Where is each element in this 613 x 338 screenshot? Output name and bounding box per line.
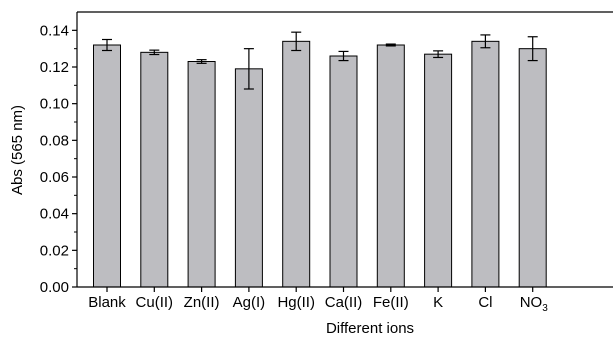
- category-label-0: Blank: [88, 294, 126, 311]
- bar-7: [424, 53, 453, 288]
- y-tick-label-0: 0.00: [40, 279, 69, 296]
- category-label-7: K: [433, 294, 443, 311]
- category-label-5: Ca(II): [325, 294, 363, 311]
- error-bars-group: [102, 31, 538, 90]
- y-ticks-group: 0.00 0.02 0.04 0.06 0.08 0.10 0.12 0.14: [40, 22, 77, 296]
- bar-3: [234, 68, 263, 288]
- y-tick-label-1: 0.02: [40, 242, 69, 259]
- bar-8: [471, 40, 500, 288]
- y-tick-label-4: 0.08: [40, 132, 69, 149]
- bar-6: [376, 44, 405, 288]
- axes-group: [76, 11, 613, 288]
- y-tick-label-5: 0.10: [40, 96, 69, 113]
- category-label-1: Cu(II): [136, 294, 174, 311]
- bar-2: [187, 61, 216, 288]
- category-label-2: Zn(II): [184, 294, 220, 311]
- x-ticks-group: Blank Cu(II) Zn(II) Ag(I) Hg(II) Ca(II) Fe(II)…: [88, 287, 548, 314]
- category-label-9: NO3: [520, 294, 549, 314]
- category-label-4: Hg(II): [277, 294, 315, 311]
- bar-5: [329, 55, 358, 288]
- category-label-8: Cl: [478, 294, 492, 311]
- bar-0: [93, 44, 121, 288]
- bars-group: [93, 40, 547, 288]
- category-label-6: Fe(II): [373, 294, 409, 311]
- category-label-3: Ag(I): [233, 294, 266, 311]
- bar-1: [140, 51, 169, 288]
- y-tick-label-2: 0.04: [40, 206, 69, 223]
- bar-4: [282, 40, 311, 288]
- y-tick-label-6: 0.12: [40, 59, 69, 76]
- bar-9: [518, 48, 547, 288]
- x-axis-title: Different ions: [326, 320, 414, 337]
- y-tick-label-3: 0.06: [40, 169, 69, 186]
- y-tick-label-7: 0.14: [40, 22, 69, 39]
- y-axis-title: Abs (565 nm): [9, 105, 26, 195]
